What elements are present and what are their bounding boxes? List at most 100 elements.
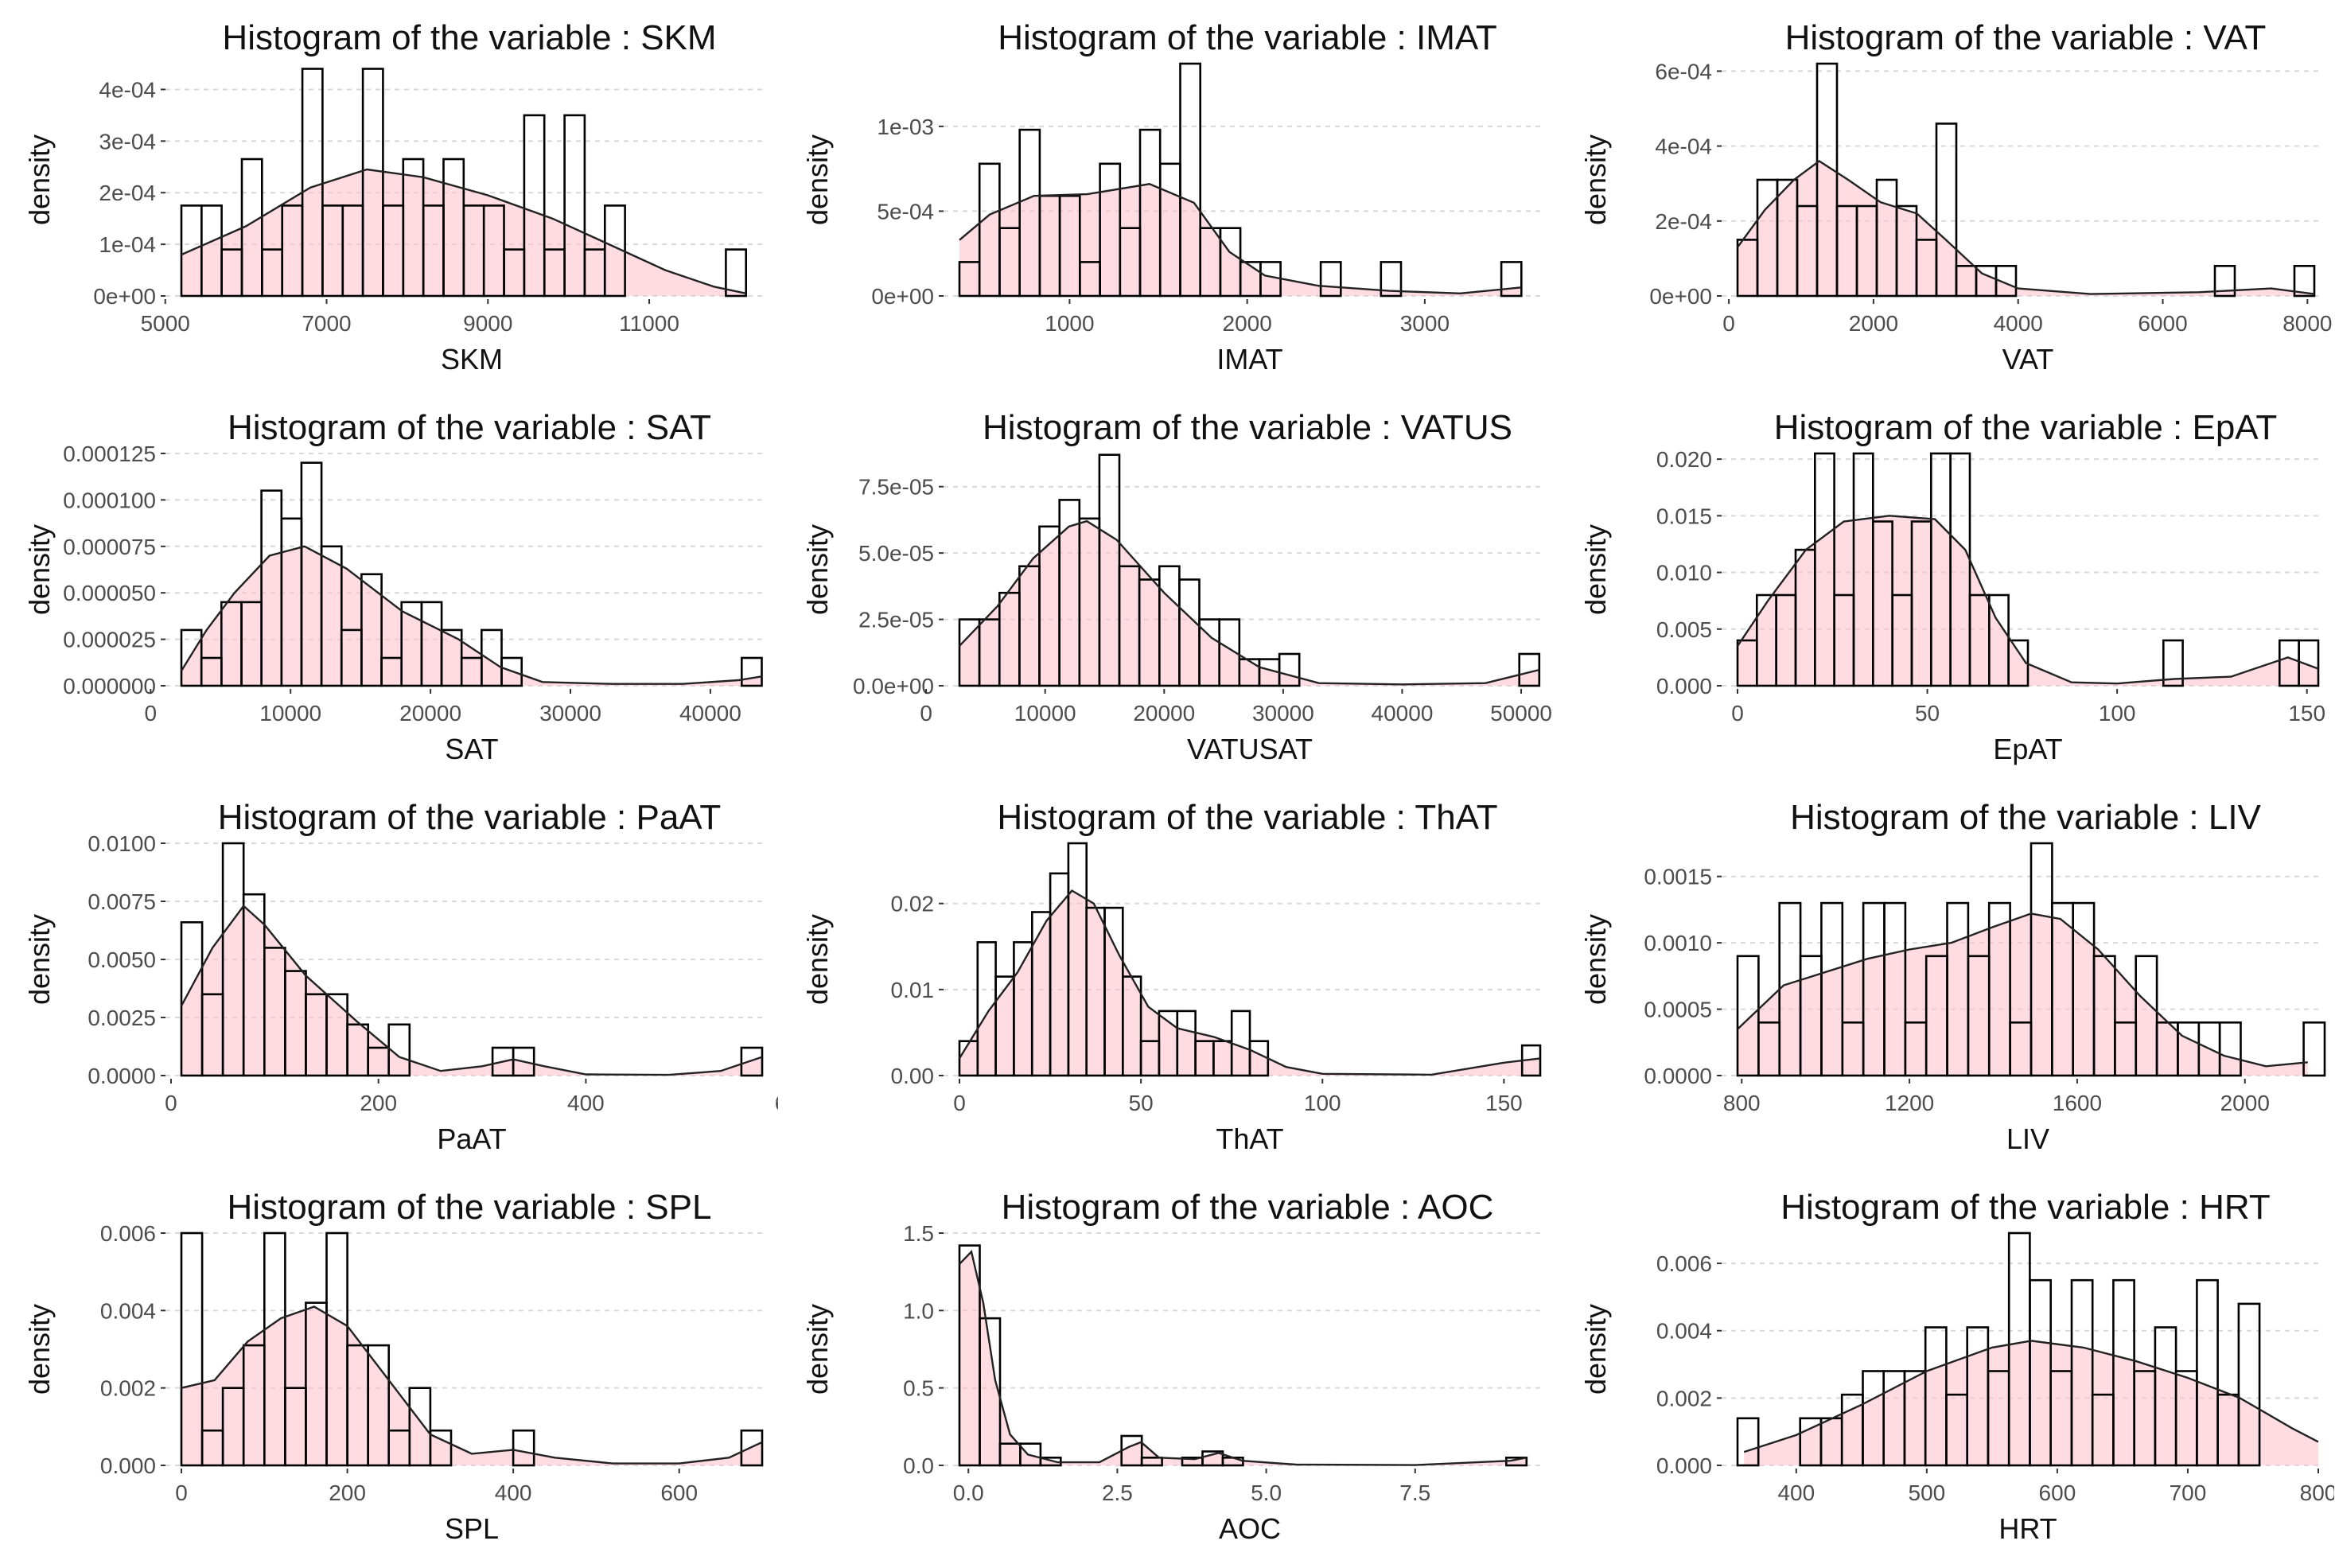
x-tick-label: 800 bbox=[2300, 1480, 2334, 1505]
x-tick-label: 100 bbox=[2099, 701, 2136, 726]
density-line bbox=[1743, 1340, 2319, 1453]
y-tick-label: 0.0010 bbox=[1644, 931, 1712, 955]
y-axis-label: density bbox=[1579, 134, 1612, 225]
histogram-panel: Histogram of the variable : ThAT 0.00 0.01… bbox=[778, 780, 1556, 1169]
x-tick-label: 200 bbox=[360, 1091, 397, 1115]
x-tick-label: 500 bbox=[1909, 1480, 1946, 1505]
histogram-bar bbox=[740, 1046, 764, 1077]
histogram-panel: Histogram of the variable : SPL 0.000 0.00… bbox=[0, 1169, 778, 1559]
y-axis-label: density bbox=[23, 524, 56, 615]
density-area bbox=[1738, 913, 2308, 1076]
histogram-bar bbox=[301, 68, 324, 298]
y-tick-label: 0.00 bbox=[891, 1064, 935, 1088]
x-tick-label: 100 bbox=[1304, 1091, 1341, 1115]
plot-area bbox=[1736, 1231, 2319, 1467]
y-tick-label: 0e+00 bbox=[871, 284, 934, 309]
plot-area bbox=[180, 68, 748, 298]
histogram-bar bbox=[1019, 1442, 1042, 1467]
density-line bbox=[1737, 515, 2319, 685]
histogram-panel: Histogram of the variable : LIV 0.0000 0.0… bbox=[1556, 780, 2334, 1169]
x-tick-label: 2000 bbox=[2220, 1091, 2270, 1115]
chart-title: Histogram of the variable : AOC bbox=[1002, 1188, 1494, 1227]
x-tick-label: 400 bbox=[567, 1091, 605, 1115]
x-tick-label: 5000 bbox=[141, 311, 190, 336]
histogram-svg: Histogram of the variable : ThAT 0.00 0.01… bbox=[801, 798, 1542, 1155]
histogram-bar bbox=[1500, 261, 1523, 298]
x-axis-label: HRT bbox=[1998, 1512, 2057, 1545]
histogram-bar bbox=[2162, 639, 2184, 687]
chart-title: Histogram of the variable : VATUS bbox=[983, 408, 1512, 447]
x-tick-label: 40000 bbox=[1372, 701, 1434, 726]
y-tick-label: 0.000 bbox=[100, 1453, 156, 1478]
chart-title: Histogram of the variable : HRT bbox=[1780, 1188, 2270, 1227]
x-tick-label: 9000 bbox=[463, 311, 512, 336]
y-tick-label: 0.0000 bbox=[1644, 1064, 1712, 1088]
y-tick-label: 0.000100 bbox=[63, 488, 156, 512]
histogram-svg: Histogram of the variable : VATUS 0.0e+00… bbox=[801, 408, 1552, 765]
density-line bbox=[1737, 160, 2315, 295]
histogram-bar bbox=[1140, 1456, 1163, 1467]
y-axis-label: density bbox=[801, 1304, 834, 1395]
histogram-bar bbox=[2213, 264, 2236, 298]
y-tick-label: 0.000025 bbox=[63, 628, 156, 652]
histogram-bar bbox=[2218, 1021, 2242, 1077]
histogram-bar bbox=[740, 656, 763, 687]
x-tick-label: 40000 bbox=[679, 701, 741, 726]
chart-title: Histogram of the variable : ThAT bbox=[997, 798, 1497, 837]
histogram-svg: Histogram of the variable : LIV 0.0000 0.0… bbox=[1579, 798, 2326, 1155]
y-tick-label: 0.000075 bbox=[63, 535, 156, 559]
histogram-svg: Histogram of the variable : SPL 0.000 0.00… bbox=[23, 1188, 764, 1545]
y-tick-label: 2e-04 bbox=[99, 181, 156, 205]
chart-title: Histogram of the variable : SAT bbox=[228, 408, 711, 447]
histogram-bar bbox=[1820, 901, 1844, 1077]
histogram-svg: Histogram of the variable : EpAT 0.000 0.0… bbox=[1579, 408, 2325, 765]
x-axis-label: SAT bbox=[445, 733, 498, 765]
histogram-svg: Histogram of the variable : IMAT 0e+00 5e-… bbox=[801, 18, 1540, 375]
density-line bbox=[959, 1249, 1527, 1466]
x-axis-label: VAT bbox=[2002, 343, 2054, 375]
y-tick-label: 2.5e-05 bbox=[858, 608, 934, 632]
y-tick-label: 0.0050 bbox=[88, 947, 156, 972]
x-axis-label: SKM bbox=[441, 343, 503, 375]
plot-area bbox=[958, 453, 1541, 687]
y-tick-label: 3e-04 bbox=[99, 129, 156, 154]
y-tick-label: 0e+00 bbox=[93, 284, 156, 309]
histogram-panel: Histogram of the variable : AOC 0.0 0.5 1.0… bbox=[778, 1169, 1556, 1559]
y-tick-label: 1.0 bbox=[903, 1298, 934, 1323]
plot-area bbox=[180, 842, 764, 1077]
x-tick-label: 30000 bbox=[539, 701, 601, 726]
chart-title: Histogram of the variable : IMAT bbox=[998, 18, 1497, 57]
histogram-bar bbox=[512, 1429, 535, 1467]
x-tick-label: 3000 bbox=[1400, 311, 1450, 336]
x-tick-label: 600 bbox=[775, 1091, 778, 1115]
y-tick-label: 0e+00 bbox=[1649, 284, 1712, 309]
x-axis-label: ThAT bbox=[1216, 1123, 1283, 1155]
density-area bbox=[1744, 1340, 2318, 1465]
x-tick-label: 4000 bbox=[1994, 311, 2043, 336]
histogram-bar bbox=[523, 114, 546, 298]
y-tick-label: 0.010 bbox=[1656, 561, 1712, 586]
histogram-bar bbox=[1278, 652, 1301, 687]
y-tick-label: 0.006 bbox=[100, 1221, 156, 1246]
histogram-bar bbox=[408, 1387, 432, 1467]
y-tick-label: 1e-03 bbox=[877, 115, 934, 139]
y-tick-label: 0.02 bbox=[891, 892, 935, 916]
histogram-bar bbox=[1994, 264, 2018, 298]
histogram-bar bbox=[1319, 261, 1342, 298]
histogram-bar bbox=[1380, 261, 1403, 298]
y-axis-label: density bbox=[1579, 914, 1612, 1005]
y-tick-label: 0.000 bbox=[1656, 674, 1712, 698]
x-tick-label: 0 bbox=[920, 701, 932, 726]
y-tick-label: 0.0000 bbox=[88, 1064, 156, 1088]
y-tick-label: 0.004 bbox=[1656, 1319, 1712, 1344]
y-tick-label: 5e-04 bbox=[877, 199, 934, 224]
y-axis-label: density bbox=[801, 914, 834, 1005]
histogram-bar bbox=[1935, 123, 1958, 298]
density-area bbox=[181, 905, 762, 1076]
histogram-panel: Histogram of the variable : IMAT 0e+00 5e-… bbox=[778, 0, 1556, 390]
density-area bbox=[1738, 516, 2318, 686]
x-tick-label: 50 bbox=[1915, 701, 1940, 726]
y-tick-label: 0.000 bbox=[1656, 1453, 1712, 1478]
histogram-svg: Histogram of the variable : PaAT 0.0000 0.… bbox=[23, 798, 778, 1155]
y-axis-label: density bbox=[23, 1304, 56, 1395]
